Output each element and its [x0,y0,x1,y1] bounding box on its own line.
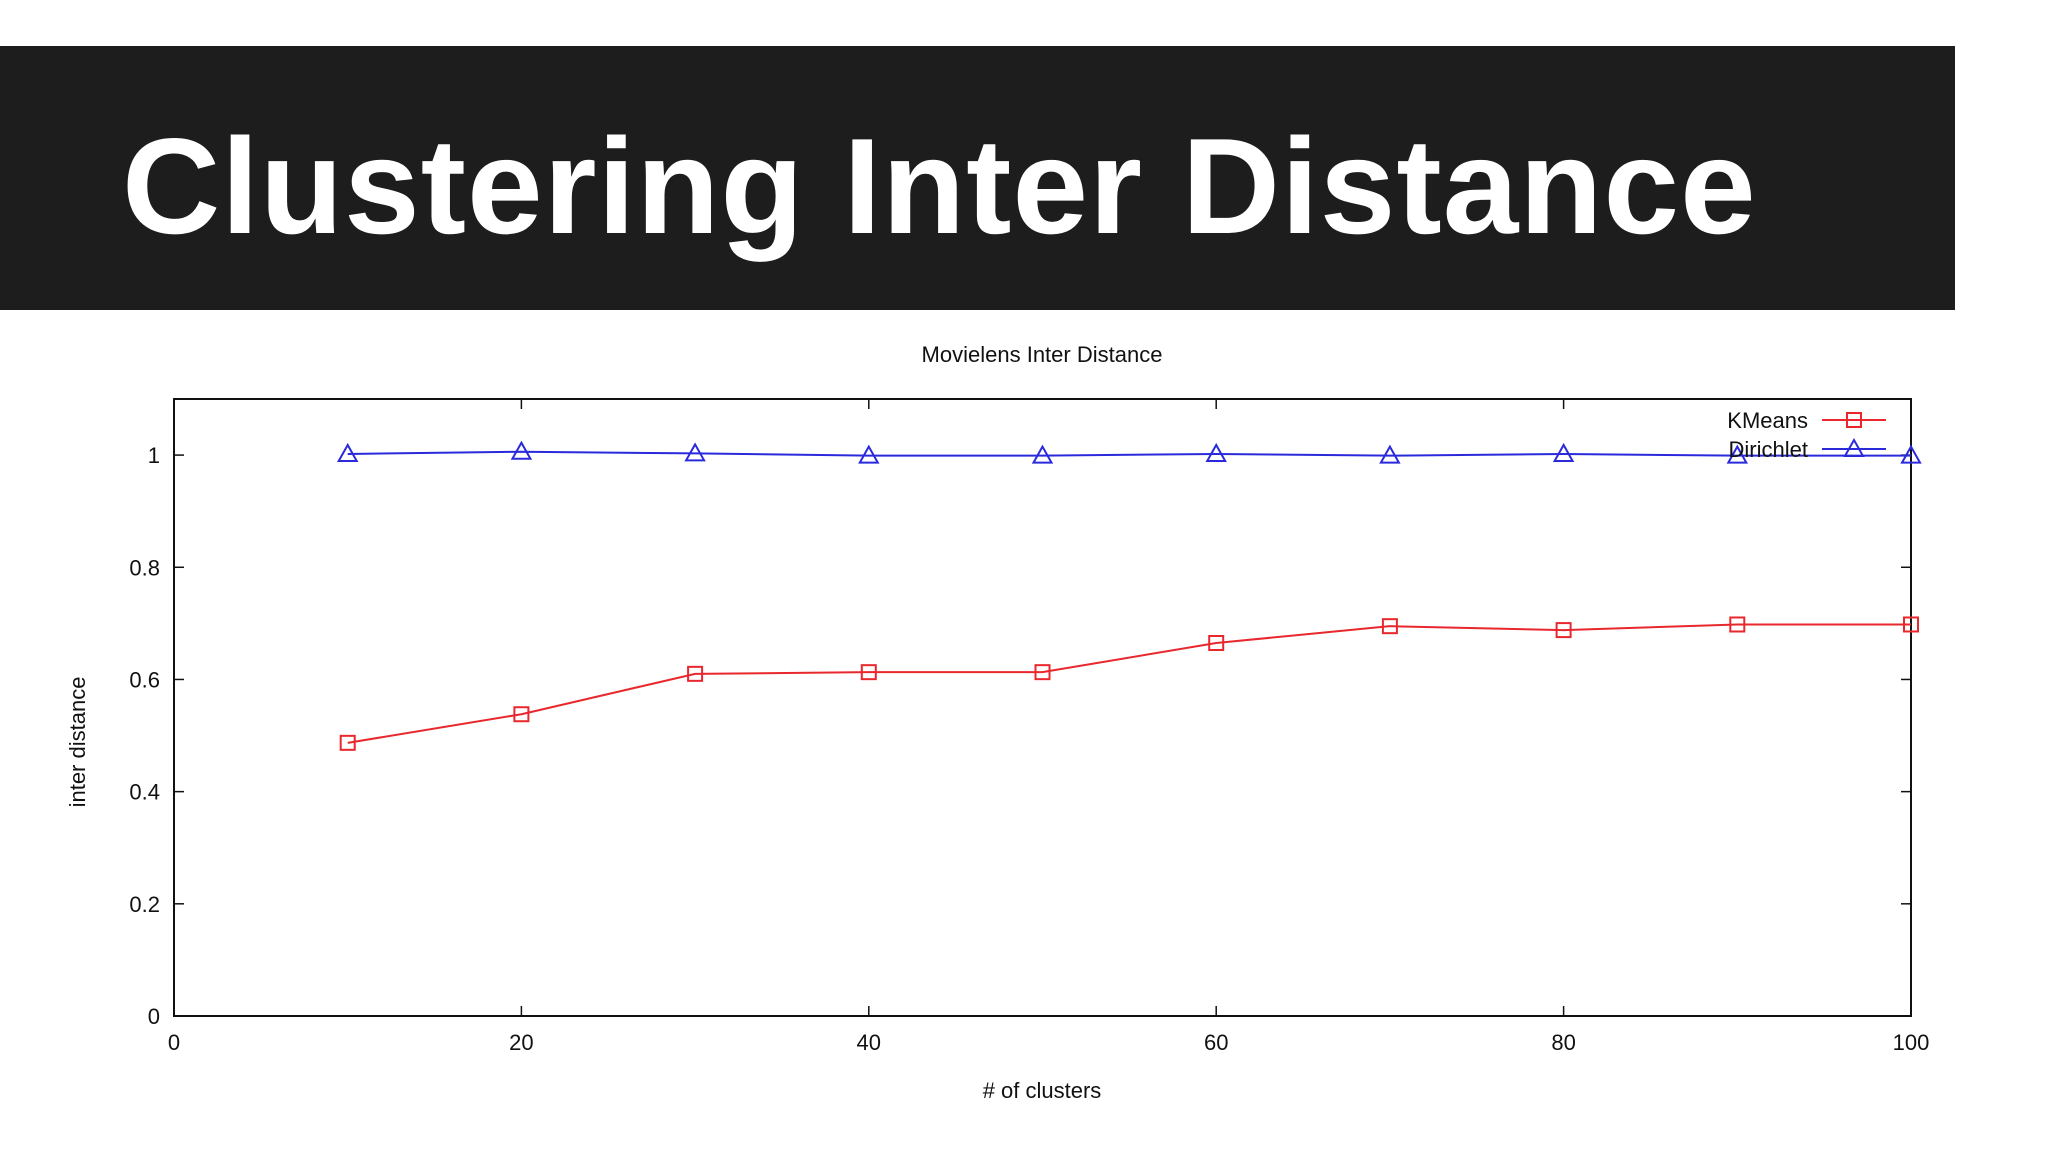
series-lines [347,450,1911,744]
kmeans-data-point [339,734,356,751]
x-tick-label: 60 [1204,1030,1228,1055]
legend-marker-kmeans [1846,412,1862,428]
y-tick-label: 0.8 [129,555,160,580]
y-tick-label: 0.4 [129,780,160,805]
x-tick-label: 40 [857,1030,881,1055]
kmeans-data-point [1208,634,1225,651]
kmeans-data-point [860,664,877,681]
axis-ticks: 0 20 40 60 80 100 0 0.2 0.4 0.6 0.8 1 [129,399,1929,1055]
plot-frame [173,398,1912,1017]
dirichlet-data-point [510,440,533,460]
dirichlet-data-point [336,442,359,462]
y-tick-label: 0.2 [129,892,160,917]
kmeans-data-point [1555,622,1572,639]
kmeans-data-point [1034,664,1051,681]
dirichlet-data-point [858,444,880,464]
kmeans-data-point [513,706,530,723]
y-tick-label: 0 [148,1004,160,1029]
dirichlet-series-line [347,450,1911,457]
dirichlet-data-point [1205,442,1227,462]
title-bar [0,46,1955,310]
y-tick-label: 0.6 [129,667,160,692]
legend-label-dirichlet: Dirichlet [1729,437,1808,462]
x-axis-label: # of clusters [983,1078,1102,1103]
x-tick-label: 100 [1893,1030,1930,1055]
dirichlet-data-point [1726,444,1749,464]
x-tick-label: 0 [168,1030,180,1055]
dirichlet-data-point [1031,444,1054,464]
kmeans-data-point [1381,618,1398,635]
legend: KMeans Dirichlet [1727,408,1886,462]
dirichlet-data-point [1379,444,1401,464]
x-tick-label: 20 [509,1030,533,1055]
legend-label-kmeans: KMeans [1727,408,1808,433]
legend-marker-dirichlet [1843,437,1865,457]
kmeans-data-point [687,665,704,682]
dirichlet-data-point [684,442,706,462]
kmeans-series-line [347,623,1911,744]
y-tick-label: 1 [148,443,160,468]
slide-title: Clustering Inter Distance [122,110,1757,262]
chart-title: Movielens Inter Distance [922,342,1163,367]
y-axis-label: inter distance [65,677,90,808]
kmeans-data-point [1903,616,1919,633]
x-tick-label: 80 [1551,1030,1575,1055]
kmeans-data-point [1729,616,1746,633]
dirichlet-data-point [1900,444,1922,464]
series-markers [336,440,1922,751]
dirichlet-data-point [1552,442,1575,462]
